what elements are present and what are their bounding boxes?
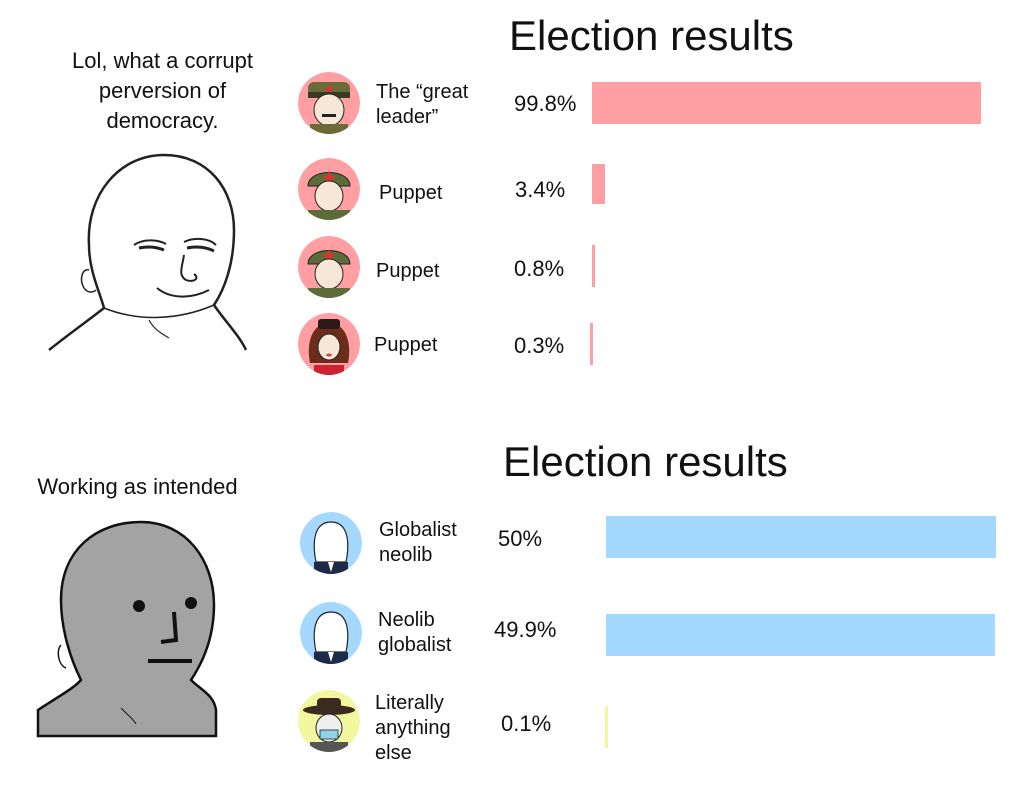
- candidate-name: Globalist neolib: [379, 519, 457, 566]
- result-bar: [606, 516, 996, 558]
- npc-face-icon: [36, 520, 218, 738]
- woman-avatar-icon: [298, 313, 360, 375]
- candidate-percent: 0.3%: [514, 333, 565, 358]
- soldier-avatar-icon: [298, 158, 360, 220]
- result-bar: [606, 614, 996, 656]
- candidate-name: Neolib globalist: [378, 609, 452, 656]
- result-bar: [592, 82, 982, 124]
- candidate-percent: 0.1%: [501, 711, 552, 736]
- result-bar: [590, 323, 593, 365]
- candidate-name: Puppet: [376, 260, 440, 282]
- bottom-caption: Working as intended: [37, 474, 238, 499]
- top-results-title: Election results: [509, 12, 794, 59]
- candidate-name: The “great leader”: [376, 81, 469, 128]
- candidate-name: Puppet: [374, 334, 438, 356]
- suit-wojak-avatar-icon: [300, 512, 362, 574]
- candidate-percent: 99.8%: [514, 91, 577, 116]
- top-caption: Lol, what a corrupt perversion of democr…: [72, 48, 253, 133]
- result-bar: [592, 164, 606, 204]
- cowboy-avatar-icon: [298, 690, 360, 752]
- result-bar: [605, 706, 608, 748]
- candidate-percent: 49.9%: [494, 617, 557, 642]
- candidate-percent: 0.8%: [514, 256, 565, 281]
- candidate-name: Puppet: [379, 182, 443, 204]
- candidate-percent: 50%: [498, 526, 543, 551]
- result-bar: [592, 245, 596, 287]
- soldier-avatar-icon: [298, 236, 360, 298]
- suit-wojak-avatar-icon: [300, 602, 362, 664]
- wojak-smug-face-icon: [44, 150, 249, 355]
- candidate-name: Literally anything else: [375, 692, 451, 764]
- dictator-avatar-icon: [298, 72, 360, 134]
- candidate-percent: 3.4%: [515, 177, 566, 202]
- bottom-results-title: Election results: [503, 438, 788, 485]
